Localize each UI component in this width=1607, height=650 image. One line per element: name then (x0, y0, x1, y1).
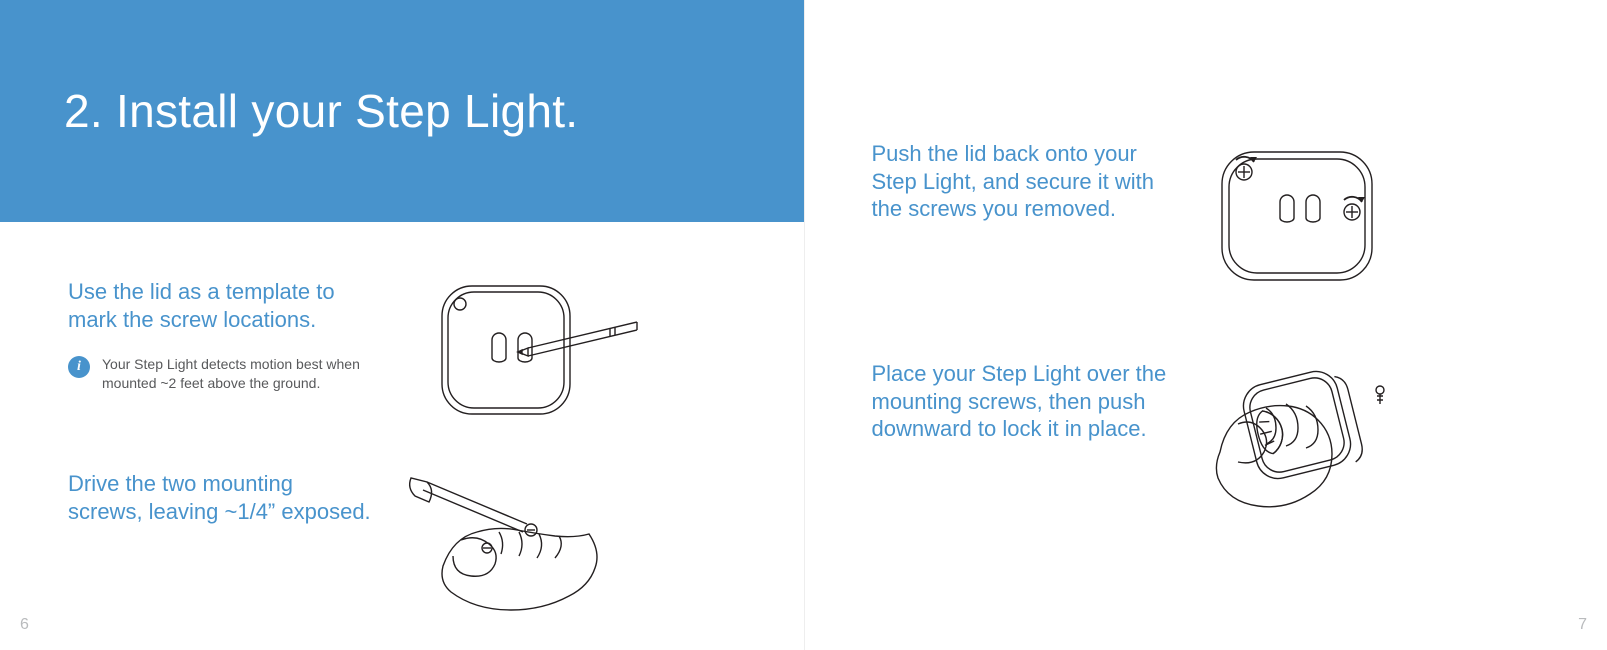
step-a-illustration (432, 278, 652, 423)
manual-spread: 2. Install your Step Light. Use the lid … (0, 0, 1607, 650)
step-a-tip-text: Your Step Light detects motion best when… (102, 355, 402, 393)
step-b-illustration (403, 470, 633, 620)
info-icon: i (68, 356, 90, 378)
step-a-tip: i Your Step Light detects motion best wh… (68, 355, 402, 393)
page-left: 2. Install your Step Light. Use the lid … (0, 0, 804, 650)
step-c-text: Push the lid back onto your Step Light, … (872, 140, 1172, 223)
step-b: Drive the two mounting screws, leaving ~… (68, 470, 768, 620)
page-number-left: 6 (20, 616, 29, 634)
step-b-text: Drive the two mounting screws, leaving ~… (68, 470, 373, 525)
step-d: Place your Step Light over the mounting … (872, 360, 1572, 525)
page-right: Push the lid back onto your Step Light, … (804, 0, 1607, 650)
step-a: Use the lid as a template to mark the sc… (68, 278, 768, 423)
page-number-right: 7 (1578, 616, 1587, 634)
section-title: 2. Install your Step Light. (64, 84, 578, 138)
step-c-illustration (1202, 140, 1392, 290)
section-header: 2. Install your Step Light. (0, 0, 804, 222)
step-a-text: Use the lid as a template to mark the sc… (68, 278, 373, 333)
step-d-text: Place your Step Light over the mounting … (872, 360, 1172, 443)
step-d-illustration (1202, 360, 1412, 525)
step-c: Push the lid back onto your Step Light, … (872, 140, 1572, 290)
